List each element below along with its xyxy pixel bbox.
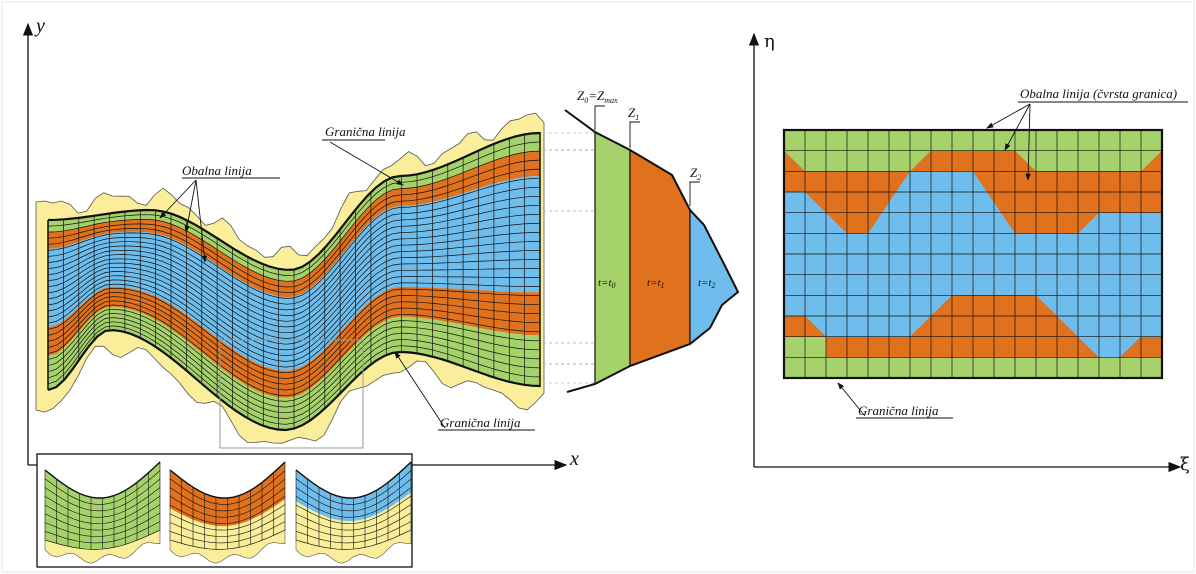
detail-highlight-box <box>219 339 364 449</box>
boundary-callout-top-label: Granična linija <box>325 124 406 139</box>
computational-domain-border <box>782 128 1164 380</box>
level-z2-label: Z2 <box>689 165 701 206</box>
curvilinear-mesh <box>47 134 541 430</box>
left-physical-domain <box>35 112 545 444</box>
inset-green-step <box>44 461 161 564</box>
left-y-axis-label: y <box>34 15 45 37</box>
inset-panel <box>36 453 413 568</box>
right-xi-axis-label: ξ <box>1180 454 1190 475</box>
boundary-callout-right-label: Granična linija <box>858 403 939 418</box>
computational-domain <box>782 128 1164 380</box>
left-x-axis-label: x <box>569 448 579 470</box>
shoreline-callout-leaders <box>159 177 280 263</box>
boundary-callout-top-leader <box>322 139 404 186</box>
green-band-top <box>48 133 540 282</box>
inset-blue-step <box>295 461 412 564</box>
cross-section-orange <box>629 148 691 367</box>
svg-text:Z1: Z1 <box>628 105 639 122</box>
shoreline-callout-label: Obalna linija <box>182 163 252 178</box>
boundary-line-bottom <box>47 328 541 432</box>
time-label-t1: t=t1 <box>647 277 665 290</box>
time-label-t0: t=t0 <box>598 277 616 290</box>
boundary-callout-bottom-label: Granična linija <box>440 415 521 430</box>
level-z1-label: Z1 <box>628 105 640 148</box>
cross-section-green <box>594 131 631 385</box>
cross-section-profile <box>564 109 740 393</box>
shoreline-rigid-callout-leaders <box>986 101 1188 181</box>
time-label-t2: t=t2 <box>698 277 716 290</box>
boundary-callout-bottom-leader <box>394 351 535 431</box>
cross-section-outline <box>564 109 740 393</box>
shoreline-rigid-callout-label: Obalna linija (čvrsta granica) <box>1020 86 1177 101</box>
level-z0-label: Z0=Zmax <box>577 88 618 130</box>
boundary-line-top <box>47 131 541 271</box>
svg-text:Z2: Z2 <box>690 165 701 182</box>
right-eta-axis-label: η <box>764 31 775 52</box>
svg-text:Z0=Zmax: Z0=Zmax <box>577 88 618 105</box>
boundary-callout-right-leader <box>837 382 953 419</box>
inset-orange-step <box>169 461 286 564</box>
